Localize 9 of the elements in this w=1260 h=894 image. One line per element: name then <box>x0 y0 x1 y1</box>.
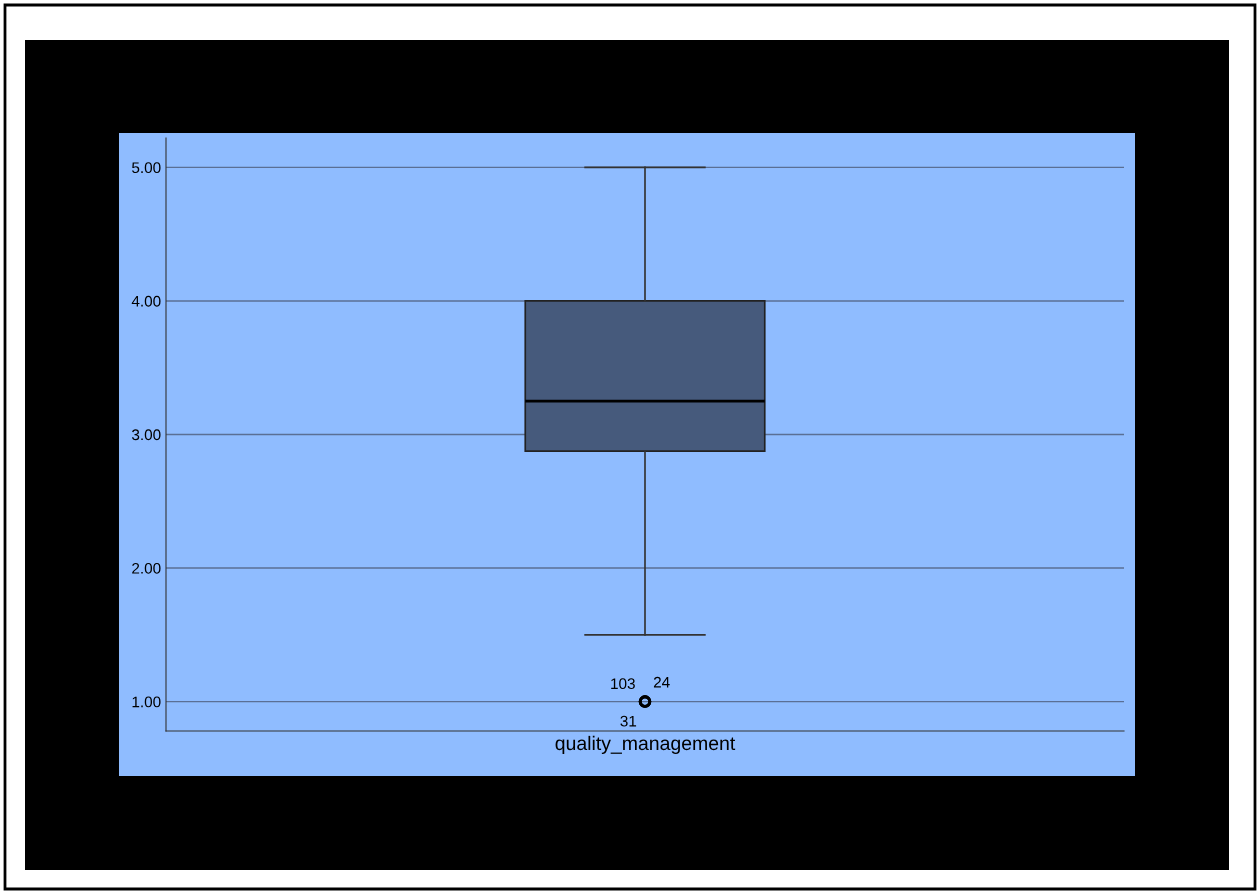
annotation: 103 <box>611 678 635 690</box>
y-tick-label: 3.00 <box>131 429 161 441</box>
x-tick-label: quality_management <box>555 735 736 754</box>
y-tick-label: 4.00 <box>131 295 161 307</box>
y-tick-label: 2.00 <box>132 562 161 574</box>
y-tick-label: 5.00 <box>132 162 161 174</box>
annotation: 31 <box>620 715 637 727</box>
y-tick-label: 1.00 <box>132 696 161 708</box>
annotation: 24 <box>653 676 670 688</box>
